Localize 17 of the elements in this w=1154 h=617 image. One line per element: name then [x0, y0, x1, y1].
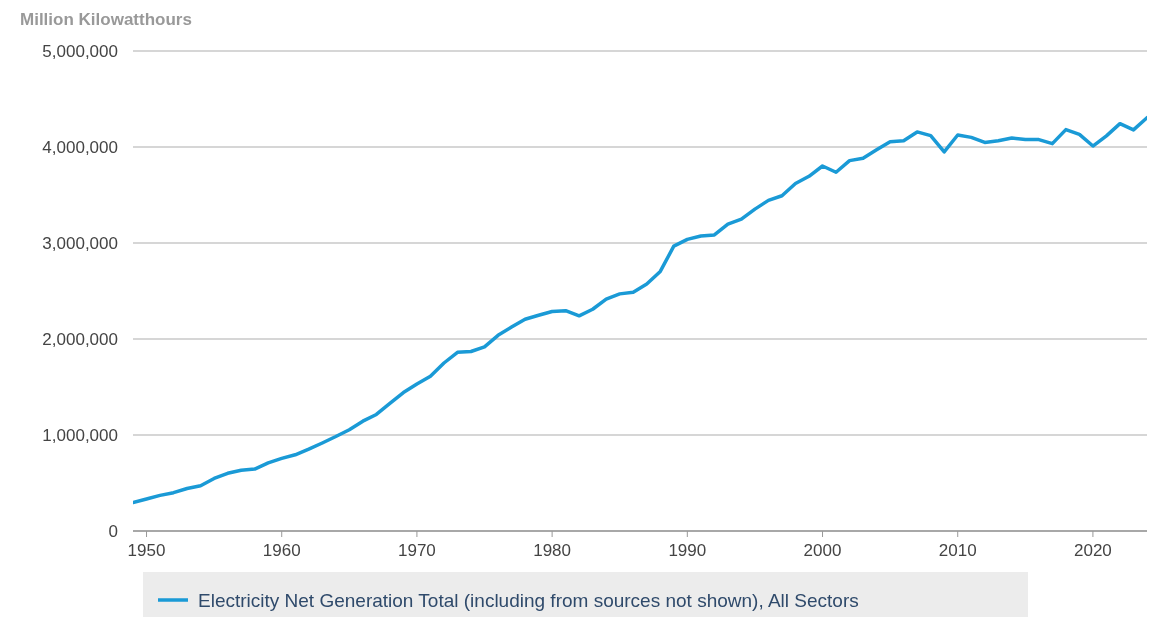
- x-tick-label: 1950: [127, 541, 166, 560]
- line-series: [133, 115, 1147, 505]
- y-tick-label: 5,000,000: [42, 41, 118, 61]
- x-tick-label: 1980: [533, 541, 572, 560]
- y-tick-label: 4,000,000: [42, 137, 118, 157]
- y-tick-label: 3,000,000: [42, 233, 118, 253]
- x-tick-label: 1970: [398, 541, 436, 560]
- y-axis-title: Million Kilowatthours: [20, 10, 192, 29]
- y-tick-label: 0: [108, 521, 118, 541]
- x-tick-label: 1990: [668, 541, 707, 560]
- y-tick-label: 1,000,000: [42, 425, 118, 445]
- x-tick-label: 2020: [1074, 541, 1112, 560]
- legend-label: Electricity Net Generation Total (including from sources not shown), All Sectors: [198, 589, 859, 611]
- y-tick-label: 2,000,000: [42, 329, 118, 349]
- x-tick-label: 1960: [262, 541, 301, 560]
- x-tick-label: 2010: [938, 541, 977, 560]
- x-tick-label: 2000: [803, 541, 842, 560]
